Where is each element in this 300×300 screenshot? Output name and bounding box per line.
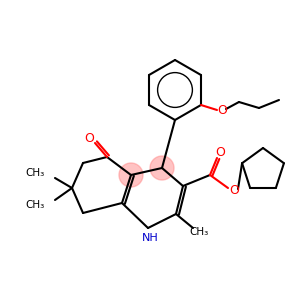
Text: O: O [217,103,227,116]
Text: O: O [215,146,225,158]
Text: CH₃: CH₃ [26,168,45,178]
Text: O: O [84,133,94,146]
Text: CH₃: CH₃ [189,227,208,237]
Text: NH: NH [142,233,158,243]
Circle shape [150,156,174,180]
Text: CH₃: CH₃ [26,200,45,210]
Text: O: O [229,184,239,197]
Circle shape [119,163,143,187]
